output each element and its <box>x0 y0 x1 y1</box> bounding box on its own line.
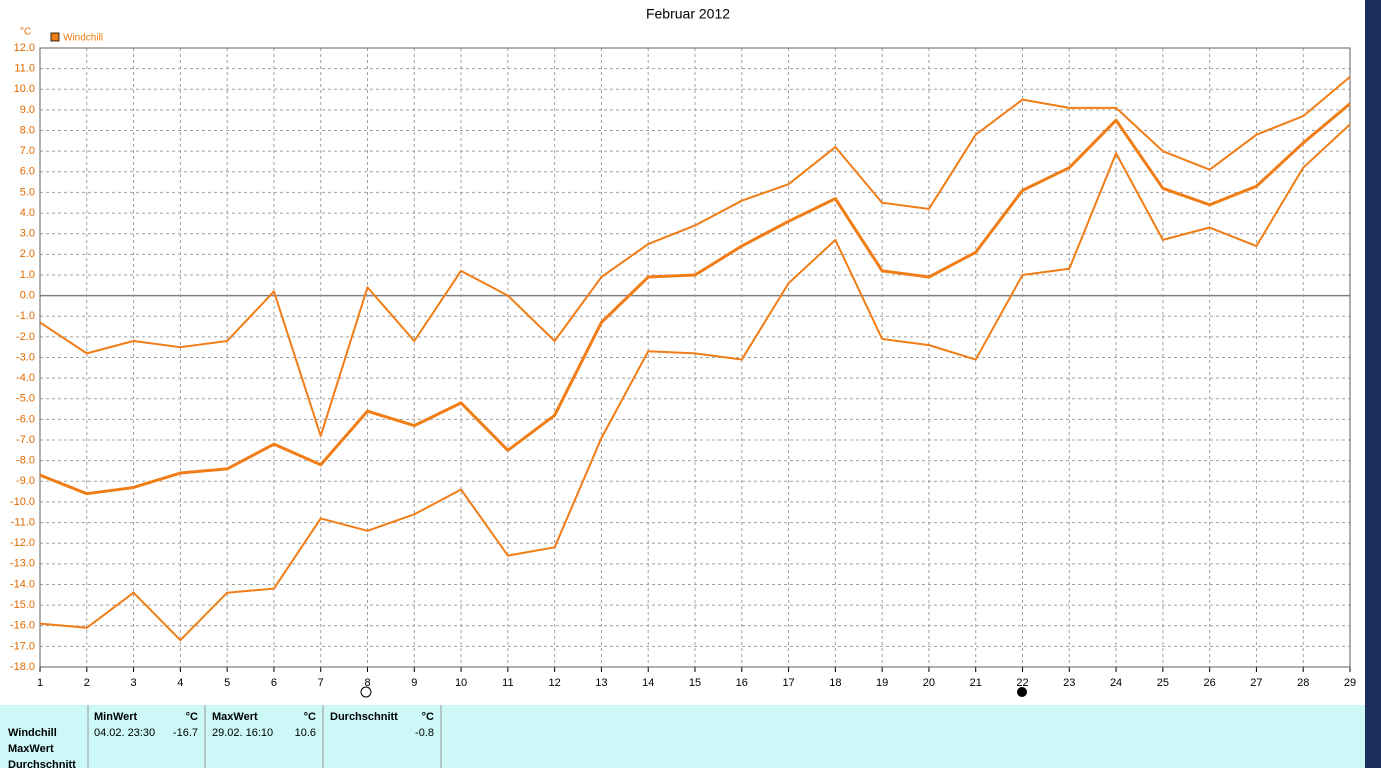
y-tick-label: -13.0 <box>10 558 35 570</box>
x-tick-label: 13 <box>595 677 607 689</box>
col-header: Durchschnitt <box>330 711 398 723</box>
y-tick-label: 4.0 <box>20 207 35 219</box>
x-tick-label: 26 <box>1204 677 1216 689</box>
col-header: MaxWert <box>212 711 258 723</box>
y-tick-label: -16.0 <box>10 620 35 632</box>
x-tick-label: 12 <box>549 677 561 689</box>
y-tick-label: 9.0 <box>20 104 35 116</box>
col-unit: °C <box>186 711 198 723</box>
y-tick-label: 11.0 <box>14 63 35 75</box>
panel-bg <box>0 705 1365 768</box>
y-tick-label: 5.0 <box>20 186 35 198</box>
row-label: Windchill <box>8 727 57 739</box>
y-tick-label: 8.0 <box>20 124 35 136</box>
chart-title: Februar 2012 <box>646 6 730 22</box>
x-tick-label: 3 <box>131 677 137 689</box>
x-tick-label: 4 <box>177 677 183 689</box>
y-tick-label: 1.0 <box>20 269 35 281</box>
x-tick-label: 22 <box>1016 677 1028 689</box>
moon-icon <box>360 686 372 698</box>
y-tick-label: -10.0 <box>10 496 35 508</box>
y-tick-label: -5.0 <box>16 393 35 405</box>
cell-value: -0.8 <box>415 727 434 739</box>
x-tick-label: 5 <box>224 677 230 689</box>
y-tick-label: -15.0 <box>10 599 35 611</box>
x-tick-label: 25 <box>1157 677 1169 689</box>
y-tick-label: -6.0 <box>16 413 35 425</box>
y-tick-label: 0.0 <box>20 290 35 302</box>
x-tick-label: 29 <box>1344 677 1356 689</box>
y-tick-label: -8.0 <box>16 455 35 467</box>
x-tick-label: 23 <box>1063 677 1075 689</box>
x-tick-label: 6 <box>271 677 277 689</box>
y-tick-label: -1.0 <box>16 310 35 322</box>
y-tick-label: 7.0 <box>20 145 35 157</box>
moon-icon <box>1017 687 1027 697</box>
data-line <box>39 102 1351 496</box>
window-border <box>1365 0 1381 768</box>
data-line <box>39 123 1351 642</box>
x-tick-label: 15 <box>689 677 701 689</box>
row-label: Durchschnitt <box>8 759 76 768</box>
legend-label: Windchill <box>63 33 103 44</box>
cell-date: 29.02. 16:10 <box>212 727 273 739</box>
x-tick-label: 18 <box>829 677 841 689</box>
y-unit: °C <box>20 27 31 38</box>
x-tick-label: 28 <box>1297 677 1309 689</box>
col-unit: °C <box>422 711 434 723</box>
legend-swatch <box>50 32 60 42</box>
y-tick-label: -12.0 <box>10 537 35 549</box>
x-tick-label: 7 <box>318 677 324 689</box>
y-tick-label: -9.0 <box>16 475 35 487</box>
y-tick-label: -4.0 <box>16 372 35 384</box>
y-tick-label: -11.0 <box>11 516 35 528</box>
plot: 12.0 11.0 10.0 9.0 8.0 7.0 6.0 5.0 4.0 3.0 2.0 1.0 0… <box>10 42 1356 689</box>
x-tick-label: 17 <box>782 677 794 689</box>
y-tick-label: 2.0 <box>20 248 35 260</box>
row-label: MaxWert <box>8 743 54 755</box>
col-unit: °C <box>304 711 316 723</box>
y-tick-label: -14.0 <box>10 578 35 590</box>
y-tick-label: -7.0 <box>16 434 35 446</box>
y-tick-label: -2.0 <box>16 331 35 343</box>
x-tick-label: 19 <box>876 677 888 689</box>
x-tick-label: 14 <box>642 677 654 689</box>
y-tick-label: -17.0 <box>10 640 35 652</box>
x-tick-label: 20 <box>923 677 935 689</box>
x-tick-label: 9 <box>411 677 417 689</box>
y-tick-label: 12.0 <box>14 42 35 54</box>
stats-panel: Windchill MaxWert Durchschnitt MinWert °… <box>0 705 1365 768</box>
x-tick-label: 11 <box>502 677 513 689</box>
x-tick-label: 21 <box>970 677 982 689</box>
col-header: MinWert <box>94 711 138 723</box>
cell-value: -16.7 <box>173 727 198 739</box>
x-tick-label: 27 <box>1250 677 1262 689</box>
y-tick-label: -3.0 <box>16 351 35 363</box>
y-tick-label: -18.0 <box>10 661 35 673</box>
x-tick-label: 8 <box>364 677 370 689</box>
x-tick-label: 1 <box>37 677 43 689</box>
x-tick-label: 10 <box>455 677 467 689</box>
cell-value: 10.6 <box>295 727 316 739</box>
data-line <box>39 76 1351 437</box>
y-tick-label: 3.0 <box>20 228 35 240</box>
y-tick-label: 10.0 <box>14 83 35 95</box>
y-tick-label: 6.0 <box>20 166 35 178</box>
x-tick-label: 24 <box>1110 677 1122 689</box>
cell-date: 04.02. 23:30 <box>94 727 155 739</box>
plot-frame <box>39 47 1351 668</box>
x-tick-label: 2 <box>84 677 90 689</box>
x-tick-label: 16 <box>736 677 748 689</box>
